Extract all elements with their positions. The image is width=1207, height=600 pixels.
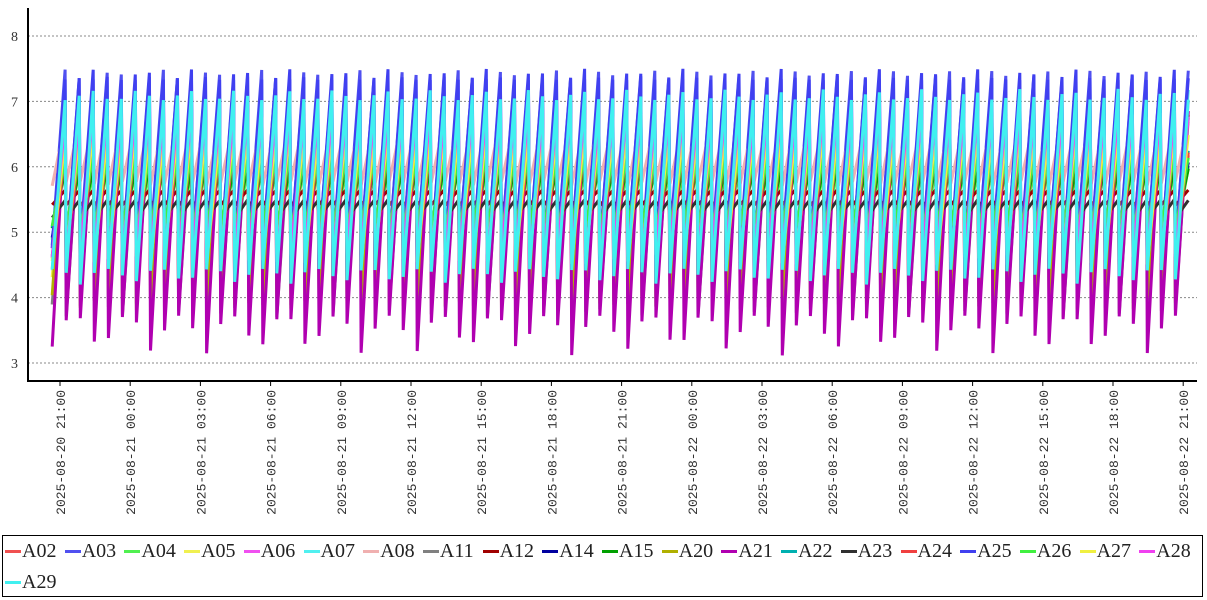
legend-item-a24[interactable]: A24 (900, 538, 952, 564)
legend-item-a28[interactable]: A28 (1139, 538, 1191, 564)
legend-item-a22[interactable]: A22 (781, 538, 833, 564)
legend-swatch (422, 549, 439, 553)
legend-item-a04[interactable]: A04 (124, 538, 176, 564)
legend-swatch (303, 549, 320, 553)
legend-label: A23 (857, 539, 893, 562)
legend-item-a26[interactable]: A26 (1019, 538, 1072, 564)
legend: A02 A03 A04 A05 A06 A07 A08 A11 A12 A14 A15 A20 A21 A… (2, 535, 1203, 597)
legend-label: A12 (499, 539, 535, 562)
legend-item-a15[interactable]: A15 (602, 538, 653, 564)
x-tick-label: 2025-08-22 15:00 (1037, 390, 1052, 515)
legend-item-a14[interactable]: A14 (542, 538, 594, 564)
legend-swatch (1079, 549, 1096, 553)
legend-label: A26 (1036, 539, 1072, 562)
legend-label: A21 (738, 539, 773, 562)
legend-swatch (602, 549, 618, 553)
legend-swatch (781, 549, 798, 553)
legend-item-a25[interactable]: A25 (960, 538, 1012, 564)
legend-label: A28 (1156, 539, 1191, 562)
x-tick-label: 2025-08-22 21:00 (1177, 390, 1192, 515)
legend-label: A07 (320, 539, 355, 562)
legend-label: A27 (1096, 539, 1132, 562)
legend-item-a12[interactable]: A12 (482, 538, 535, 564)
legend-label: A22 (798, 539, 833, 562)
legend-swatch (64, 549, 81, 553)
legend-item-a20[interactable]: A20 (661, 538, 714, 564)
x-tick-label: 2025-08-22 00:00 (686, 390, 701, 515)
legend-swatch (5, 580, 21, 584)
y-tick-label: 6 (11, 161, 18, 176)
series-lines (50, 68, 1190, 356)
legend-item-a23[interactable]: A23 (840, 538, 893, 564)
legend-swatch (1139, 549, 1156, 553)
y-tick-labels: 3 4 5 6 7 8 (11, 30, 18, 372)
legend-item-a03[interactable]: A03 (64, 538, 117, 564)
legend-label: A11 (439, 539, 474, 562)
legend-label: A25 (977, 539, 1012, 562)
x-tick-label: 2025-08-22 09:00 (896, 390, 911, 515)
y-tick-label: 5 (11, 226, 18, 241)
legend-swatch (960, 549, 977, 553)
y-tick-label: 7 (11, 95, 18, 110)
y-tick-label: 8 (11, 30, 18, 45)
legend-item-a02[interactable]: A02 (5, 538, 56, 564)
legend-swatch (661, 549, 678, 553)
x-tick-label: 2025-08-21 03:00 (194, 390, 209, 515)
legend-swatch (1019, 549, 1036, 553)
legend-label: A08 (380, 539, 415, 562)
legend-label: A05 (201, 539, 236, 562)
legend-item-a27[interactable]: A27 (1079, 538, 1132, 564)
y-tick-label: 3 (11, 357, 18, 372)
legend-label: A24 (917, 539, 952, 562)
legend-label: A03 (81, 539, 117, 562)
legend-label: A15 (619, 539, 654, 562)
x-tick-label: 2025-08-21 15:00 (475, 390, 490, 515)
legend-item-a08[interactable]: A08 (363, 538, 415, 564)
legend-label: A04 (141, 539, 176, 562)
x-tick-label: 2025-08-21 12:00 (405, 390, 420, 515)
x-tick-label: 2025-08-22 12:00 (967, 390, 982, 515)
x-tick-label: 2025-08-22 18:00 (1107, 390, 1122, 515)
legend-label: A02 (22, 539, 57, 562)
legend-item-a07[interactable]: A07 (303, 538, 355, 564)
legend-swatch (184, 549, 201, 553)
legend-item-a29[interactable]: A29 (5, 569, 56, 595)
x-tick-label: 2025-08-21 00:00 (124, 390, 139, 515)
y-tick-label: 4 (11, 292, 18, 307)
x-tick-label: 2025-08-21 21:00 (616, 390, 631, 515)
legend-swatch (542, 549, 559, 553)
legend-item-a05[interactable]: A05 (184, 538, 236, 564)
legend-label: A06 (260, 539, 296, 562)
legend-label: A29 (22, 570, 57, 593)
x-tick-label: 2025-08-21 06:00 (265, 390, 280, 515)
series-line-a29 (50, 88, 1190, 285)
x-tick-labels: 2025-08-20 21:00 2025-08-21 00:00 2025-08-… (54, 381, 1192, 515)
legend-swatch (840, 549, 857, 553)
legend-item-a06[interactable]: A06 (243, 538, 296, 564)
legend-swatch (243, 549, 260, 553)
x-tick-label: 2025-08-21 09:00 (335, 390, 350, 515)
legend-swatch (124, 549, 141, 553)
legend-label: A14 (559, 539, 594, 562)
legend-label: A20 (678, 539, 714, 562)
legend-swatch (5, 549, 21, 553)
legend-swatch (900, 549, 917, 553)
x-tick-label: 2025-08-21 18:00 (545, 390, 560, 515)
legend-item-a11[interactable]: A11 (422, 538, 474, 564)
legend-swatch (721, 549, 738, 553)
legend-item-a21[interactable]: A21 (721, 538, 773, 564)
x-tick-label: 2025-08-20 21:00 (54, 390, 69, 515)
x-tick-label: 2025-08-22 06:00 (826, 390, 841, 515)
legend-swatch (482, 549, 499, 553)
x-tick-label: 2025-08-22 03:00 (756, 390, 771, 515)
legend-swatch (363, 549, 380, 553)
